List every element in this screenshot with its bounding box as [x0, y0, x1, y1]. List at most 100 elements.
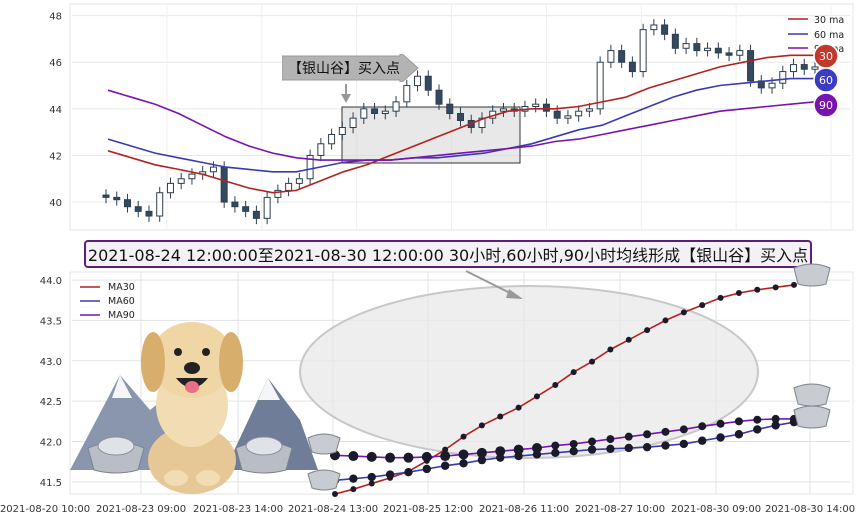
- y-tick-label: 40: [49, 198, 62, 209]
- badge-90-label: 90: [819, 99, 833, 112]
- point-MA90: [606, 435, 615, 444]
- y-tick-label: 44: [49, 105, 62, 116]
- ellipse-pointer-arrow: [465, 270, 523, 299]
- candle: [102, 194, 110, 198]
- point-MA60: [496, 453, 505, 462]
- candle: [392, 101, 400, 112]
- candle: [693, 43, 701, 52]
- point-MA90: [403, 452, 414, 463]
- x-tick-label: 2021-08-30 14:00: [765, 504, 855, 515]
- point-MA30: [754, 286, 761, 293]
- candle: [639, 29, 647, 73]
- ingot-icon-right-mid: [793, 383, 831, 407]
- x-tick-label: 2021-08-25 12:00: [383, 504, 473, 515]
- candle: [403, 85, 411, 103]
- callout-arrow-shape: [282, 54, 419, 82]
- bottom-ma-lines: [330, 281, 799, 497]
- candle: [220, 166, 228, 203]
- candle: [446, 103, 454, 115]
- ingot-icon-left-bottom: [307, 469, 341, 491]
- point-MA60: [716, 433, 725, 442]
- y-tick-label: 42.0: [40, 438, 62, 449]
- point-MA60: [624, 443, 633, 453]
- point-MA90: [513, 444, 524, 455]
- x-tick-label: 2021-08-26 11:00: [479, 504, 569, 515]
- point-MA60: [367, 472, 376, 482]
- ma-badges: 30 60 90: [813, 43, 839, 118]
- callout-text: 【银山谷】买入点: [288, 61, 400, 77]
- point-MA30: [552, 382, 559, 389]
- point-MA60: [532, 450, 542, 459]
- point-MA60: [606, 444, 615, 453]
- candle: [414, 75, 422, 87]
- point-MA60: [551, 448, 560, 458]
- candle: [145, 210, 153, 217]
- candle: [113, 196, 121, 201]
- line-MA60: [334, 421, 795, 482]
- badge-60-label: 60: [819, 74, 833, 87]
- x-tick-label: 2021-08-23 09:00: [96, 504, 186, 515]
- candle: [650, 24, 658, 31]
- candle: [134, 206, 142, 212]
- candle: [704, 47, 712, 52]
- bottom-legend: MA30 MA60 MA90: [80, 282, 135, 321]
- badge-60: [813, 67, 839, 93]
- point-MA60: [661, 441, 670, 450]
- candles: [102, 19, 819, 225]
- buy-point-arrow: [341, 84, 351, 103]
- point-MA90: [495, 446, 506, 457]
- candle: [790, 64, 798, 73]
- x-tick-label: 2021-08-23 14:00: [193, 504, 283, 515]
- point-MA90: [476, 447, 487, 458]
- point-MA30: [405, 468, 412, 475]
- candle: [457, 113, 464, 121]
- candle: [338, 126, 346, 135]
- ma-line-90-ma: [107, 89, 815, 161]
- x-tick-label: 2021-08-20 10:00: [0, 504, 90, 515]
- candle: [166, 182, 174, 194]
- point-MA90: [734, 417, 743, 426]
- point-MA30: [570, 369, 577, 376]
- y-tick-label: 48: [49, 12, 62, 23]
- bottom-plot-area: [69, 271, 854, 495]
- point-MA60: [734, 430, 744, 439]
- point-MA60: [587, 445, 597, 454]
- point-MA30: [607, 346, 614, 353]
- candle: [768, 82, 776, 89]
- point-MA30: [387, 474, 394, 481]
- point-MA30: [497, 413, 504, 420]
- point-MA60: [514, 451, 523, 461]
- candle: [328, 133, 336, 145]
- point-MA90: [643, 430, 652, 439]
- point-MA30: [589, 358, 596, 365]
- x-tick-label: 2021-08-27 10:00: [575, 504, 665, 515]
- point-MA90: [661, 427, 670, 436]
- candle: [596, 61, 604, 110]
- candle: [779, 71, 787, 84]
- candle: [564, 115, 572, 119]
- point-MA30: [350, 486, 357, 493]
- point-MA60: [679, 439, 689, 449]
- line-MA90: [334, 418, 794, 459]
- candle: [209, 166, 217, 173]
- point-MA90: [385, 452, 396, 463]
- badge-30-label: 30: [819, 50, 833, 63]
- point-MA30: [332, 491, 338, 497]
- point-MA30: [515, 404, 522, 411]
- candle: [499, 108, 507, 112]
- candle: [811, 66, 819, 70]
- signal-banner: 2021-08-24 12:00:00至2021-08-30 12:00:00 …: [84, 240, 812, 268]
- point-MA90: [679, 425, 688, 434]
- point-MA90: [569, 439, 578, 448]
- point-MA60: [642, 442, 652, 452]
- point-MA90: [440, 451, 451, 462]
- legend-label-30ma: 30 ma: [814, 15, 844, 26]
- candle: [532, 103, 540, 108]
- candle: [263, 196, 271, 219]
- candle: [274, 189, 282, 198]
- candle: [177, 178, 185, 184]
- point-MA90: [531, 442, 542, 453]
- candle: [618, 50, 626, 63]
- point-MA30: [460, 433, 467, 440]
